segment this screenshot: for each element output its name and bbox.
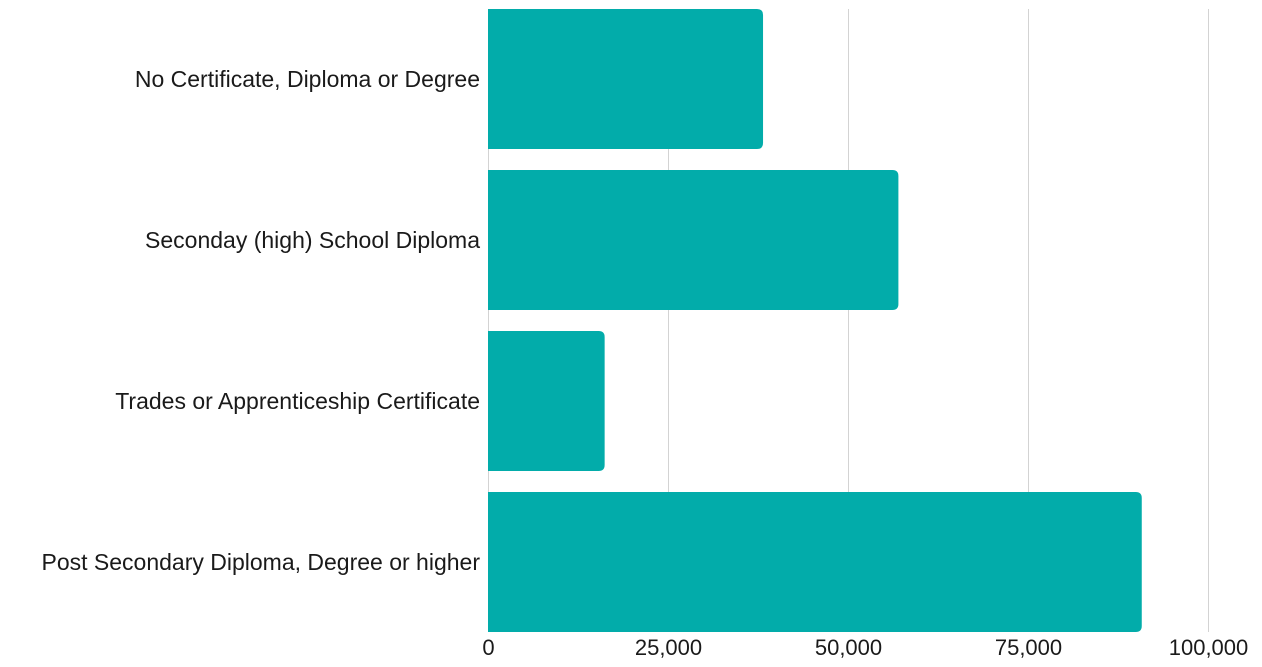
x-tick-label: 75,000 bbox=[995, 635, 1062, 660]
bars bbox=[488, 9, 1142, 632]
bar bbox=[488, 331, 605, 471]
x-tick-label: 50,000 bbox=[815, 635, 882, 660]
x-tick-label: 100,000 bbox=[1169, 635, 1249, 660]
category-label: Trades or Apprenticeship Certificate bbox=[115, 388, 480, 414]
category-label: Seconday (high) School Diploma bbox=[145, 227, 480, 253]
bar bbox=[488, 492, 1142, 632]
x-tick-label: 25,000 bbox=[635, 635, 702, 660]
category-label: Post Secondary Diploma, Degree or higher bbox=[41, 549, 480, 575]
bar bbox=[488, 170, 899, 310]
x-axis-ticks: 0 25,000 50,000 75,000 100,000 bbox=[482, 635, 1248, 660]
category-labels: No Certificate, Diploma or Degree Seconda… bbox=[41, 66, 480, 575]
category-label: No Certificate, Diploma or Degree bbox=[135, 66, 480, 92]
bar bbox=[488, 9, 764, 149]
x-tick-label: 0 bbox=[482, 635, 494, 660]
